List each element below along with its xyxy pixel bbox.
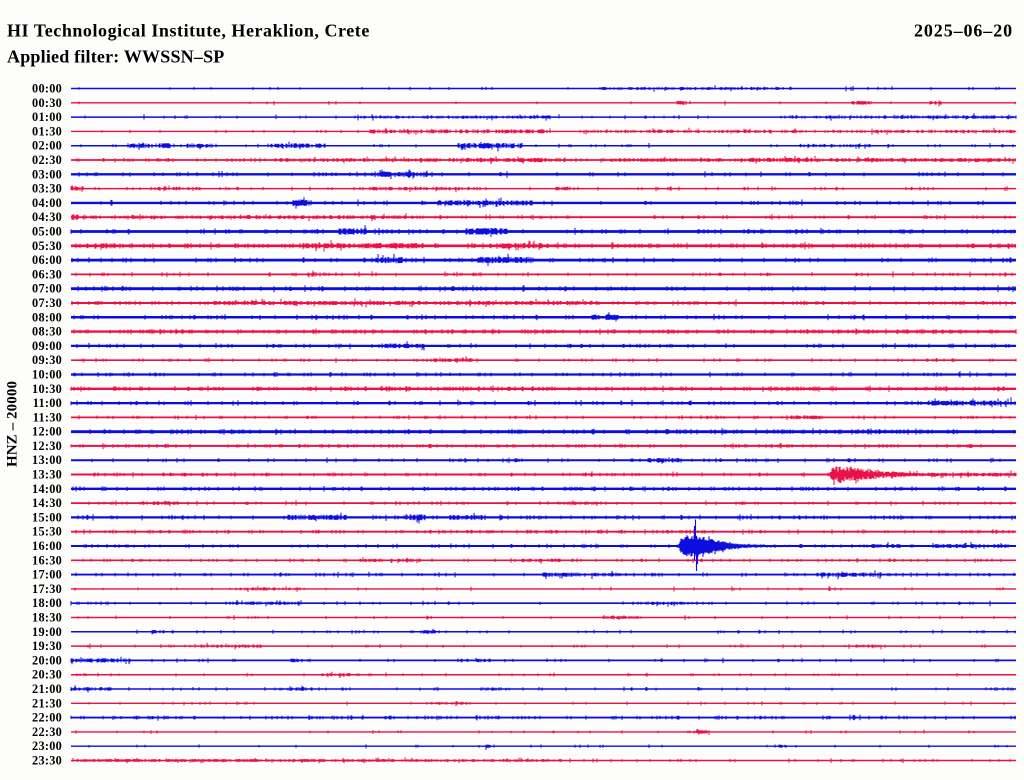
svg-text:08:30: 08:30 xyxy=(32,325,62,339)
svg-text:04:30: 04:30 xyxy=(32,210,62,224)
svg-text:22:30: 22:30 xyxy=(32,725,62,739)
svg-text:20:00: 20:00 xyxy=(32,653,62,667)
svg-text:18:30: 18:30 xyxy=(32,611,62,625)
svg-text:13:30: 13:30 xyxy=(32,468,62,482)
svg-text:22:00: 22:00 xyxy=(32,711,62,725)
svg-text:10:30: 10:30 xyxy=(32,382,62,396)
svg-text:20:30: 20:30 xyxy=(32,668,62,682)
svg-text:11:00: 11:00 xyxy=(33,396,62,410)
svg-text:14:30: 14:30 xyxy=(32,496,62,510)
svg-text:00:30: 00:30 xyxy=(32,96,62,110)
svg-text:15:00: 15:00 xyxy=(32,510,62,524)
svg-text:21:30: 21:30 xyxy=(32,696,62,710)
svg-text:17:00: 17:00 xyxy=(32,568,62,582)
svg-text:02:00: 02:00 xyxy=(32,139,62,153)
svg-text:HI Technological Institute, He: HI Technological Institute, Heraklion, C… xyxy=(7,21,370,41)
svg-text:00:00: 00:00 xyxy=(32,82,62,96)
svg-text:02:30: 02:30 xyxy=(32,153,62,167)
svg-text:07:30: 07:30 xyxy=(32,296,62,310)
svg-text:19:00: 19:00 xyxy=(32,625,62,639)
svg-text:06:30: 06:30 xyxy=(32,267,62,281)
svg-text:05:00: 05:00 xyxy=(32,225,62,239)
svg-text:21:00: 21:00 xyxy=(32,682,62,696)
svg-text:05:30: 05:30 xyxy=(32,239,62,253)
svg-text:09:00: 09:00 xyxy=(32,339,62,353)
svg-text:HNZ – 20000: HNZ – 20000 xyxy=(5,381,21,467)
svg-text:12:30: 12:30 xyxy=(32,439,62,453)
svg-text:07:00: 07:00 xyxy=(32,282,62,296)
svg-text:01:30: 01:30 xyxy=(32,124,62,138)
svg-text:13:00: 13:00 xyxy=(32,453,62,467)
svg-text:15:30: 15:30 xyxy=(32,525,62,539)
svg-text:17:30: 17:30 xyxy=(32,582,62,596)
svg-text:19:30: 19:30 xyxy=(32,639,62,653)
svg-text:14:00: 14:00 xyxy=(32,482,62,496)
svg-text:04:00: 04:00 xyxy=(32,196,62,210)
svg-text:09:30: 09:30 xyxy=(32,353,62,367)
svg-text:11:30: 11:30 xyxy=(33,410,62,424)
svg-text:08:00: 08:00 xyxy=(32,310,62,324)
svg-text:10:00: 10:00 xyxy=(32,368,62,382)
svg-text:23:00: 23:00 xyxy=(32,739,62,753)
svg-text:03:00: 03:00 xyxy=(32,167,62,181)
svg-text:01:00: 01:00 xyxy=(32,110,62,124)
svg-text:Applied filter: WWSSN–SP: Applied filter: WWSSN–SP xyxy=(7,47,225,67)
svg-text:12:00: 12:00 xyxy=(32,425,62,439)
svg-text:18:00: 18:00 xyxy=(32,596,62,610)
svg-text:16:30: 16:30 xyxy=(32,553,62,567)
svg-text:03:30: 03:30 xyxy=(32,182,62,196)
svg-text:06:00: 06:00 xyxy=(32,253,62,267)
svg-text:16:00: 16:00 xyxy=(32,539,62,553)
svg-text:23:30: 23:30 xyxy=(32,754,62,768)
svg-text:2025–06–20: 2025–06–20 xyxy=(914,21,1013,41)
